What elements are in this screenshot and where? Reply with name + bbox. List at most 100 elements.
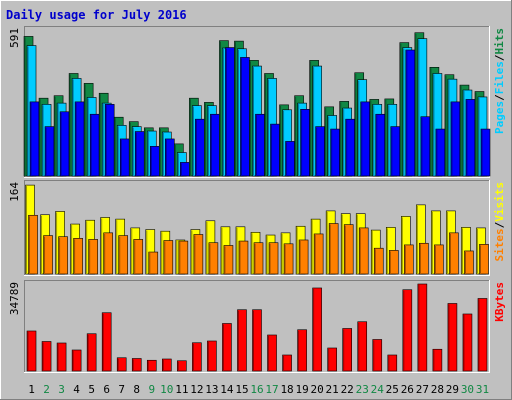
bar-sites-day-13: [208, 242, 219, 275]
bar-kbytes-day-23: [357, 321, 368, 372]
bar-kbytes-day-3: [56, 342, 67, 372]
x-label-day-14: 14: [220, 383, 234, 396]
bar-kbytes-day-5: [86, 333, 97, 372]
bar-pages-day-31: [480, 128, 491, 177]
x-label-day-8: 8: [133, 383, 140, 396]
x-label-day-15: 15: [235, 383, 248, 396]
bar-sites-day-14: [223, 245, 234, 275]
x-label-day-7: 7: [118, 383, 125, 396]
bar-sites-day-28: [434, 244, 444, 275]
bar-kbytes-day-2: [41, 341, 52, 372]
bar-sites-day-15: [238, 240, 249, 275]
bar-sites-day-31: [479, 244, 489, 275]
x-label-day-26: 26: [401, 383, 414, 396]
x-label-day-31: 31: [476, 383, 489, 396]
bar-kbytes-day-4: [71, 349, 82, 372]
x-label-day-1: 1: [28, 383, 35, 396]
x-label-day-28: 28: [431, 383, 444, 396]
x-label-day-23: 23: [356, 383, 369, 396]
x-label-day-3: 3: [58, 383, 65, 396]
bar-kbytes-day-6: [101, 312, 112, 372]
legend-entry-hits: Hits: [493, 28, 506, 55]
bar-kbytes-day-8: [131, 358, 142, 372]
chart-title: Daily usage for July 2016: [6, 8, 187, 22]
bar-kbytes-day-24: [372, 339, 383, 372]
panel-middle-legend: Sites/Visits: [493, 182, 506, 262]
x-label-day-20: 20: [311, 383, 324, 396]
panel-top-y-max-label: 591: [8, 28, 21, 48]
bar-sites-day-9: [148, 251, 159, 275]
x-label-day-13: 13: [205, 383, 218, 396]
x-label-day-24: 24: [371, 383, 385, 396]
bar-kbytes-day-26: [402, 289, 413, 372]
bar-kbytes-day-9: [146, 359, 157, 372]
bar-sites-day-23: [358, 227, 369, 275]
x-label-day-10: 10: [160, 383, 173, 396]
bar-kbytes-day-20: [312, 287, 322, 372]
bar-kbytes-day-31: [477, 298, 488, 372]
bar-sites-day-18: [283, 243, 294, 275]
legend-entry-pages: Pages: [493, 101, 506, 134]
panel-bottom-y-max-label: 34789: [8, 282, 21, 315]
panel-bottom-bars: [26, 283, 488, 372]
x-label-day-21: 21: [326, 383, 339, 396]
panel-middle-y-max-label: 164: [8, 182, 21, 202]
bar-kbytes-day-22: [342, 328, 352, 372]
bar-sites-day-11: [178, 240, 189, 275]
bar-kbytes-day-15: [237, 309, 247, 372]
bar-kbytes-day-27: [417, 283, 428, 372]
x-label-day-22: 22: [341, 383, 354, 396]
legend-entry-kbytes: KBytes: [493, 282, 506, 322]
bar-kbytes-day-18: [282, 354, 292, 372]
x-label-day-9: 9: [148, 383, 155, 396]
bar-sites-day-19: [298, 239, 309, 275]
bar-kbytes-day-1: [26, 330, 37, 372]
x-label-day-5: 5: [88, 383, 95, 396]
bar-kbytes-day-10: [162, 358, 172, 372]
bar-sites-day-27: [419, 242, 429, 275]
x-label-day-16: 16: [250, 383, 263, 396]
legend-entry-separator: /: [493, 54, 506, 61]
bar-sites-day-5: [88, 239, 98, 275]
x-label-day-11: 11: [175, 383, 188, 396]
bar-sites-day-1: [28, 214, 38, 275]
x-label-day-25: 25: [386, 383, 399, 396]
bar-sites-day-6: [103, 232, 113, 275]
x-label-day-12: 12: [190, 383, 203, 396]
legend-entry-separator: /: [493, 221, 506, 228]
panel-middle: 164 Sites/Visits: [8, 180, 506, 276]
bar-kbytes-day-14: [222, 323, 232, 372]
bar-sites-day-8: [133, 239, 144, 275]
x-label-day-18: 18: [280, 383, 293, 396]
panel-middle-bars: [25, 184, 489, 275]
bar-sites-day-30: [464, 250, 474, 275]
bar-sites-day-10: [163, 240, 174, 275]
x-label-day-4: 4: [73, 383, 80, 396]
bar-kbytes-day-17: [267, 334, 277, 372]
x-label-day-27: 27: [416, 383, 429, 396]
bar-sites-day-20: [313, 233, 324, 275]
bar-kbytes-day-16: [252, 309, 262, 372]
bar-sites-day-24: [373, 247, 384, 275]
panel-bottom: 34789 KBytes: [8, 280, 506, 373]
x-label-day-17: 17: [265, 383, 278, 396]
bar-sites-day-3: [58, 236, 68, 275]
bar-sites-day-2: [43, 235, 53, 275]
bar-sites-day-25: [388, 250, 399, 275]
bar-sites-day-4: [73, 238, 83, 275]
bar-sites-day-16: [253, 242, 264, 275]
x-label-day-2: 2: [43, 383, 50, 396]
bar-sites-day-7: [118, 235, 129, 275]
bar-sites-day-12: [193, 234, 204, 275]
legend-entry-separator: /: [493, 94, 506, 101]
legend-entry-files: Files: [493, 61, 506, 94]
bar-sites-day-26: [404, 244, 414, 275]
bar-kbytes-day-28: [432, 348, 443, 372]
legend-entry-visits: Visits: [493, 182, 506, 222]
bar-kbytes-day-12: [192, 342, 202, 372]
x-axis-labels: 1 2 3 4 5 6 7 8 9 10 11 12 13 14 15 16 17 18 19 20 21 22 23 24 2…: [28, 383, 489, 396]
